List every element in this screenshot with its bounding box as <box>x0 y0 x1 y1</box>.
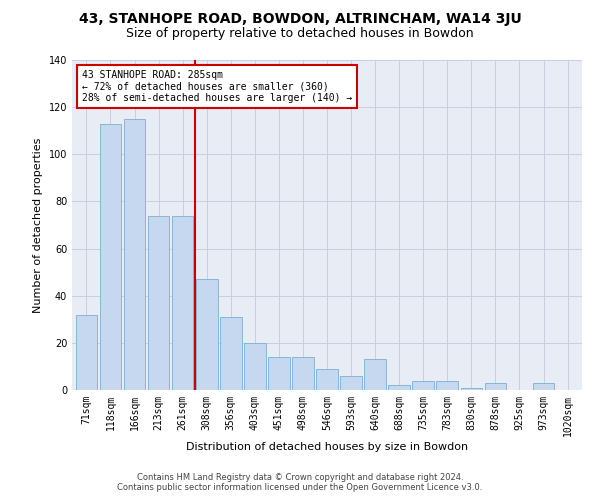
Text: Contains public sector information licensed under the Open Government Licence v3: Contains public sector information licen… <box>118 482 482 492</box>
Bar <box>196 279 218 390</box>
Bar <box>76 314 97 390</box>
Bar <box>220 317 242 390</box>
Bar <box>388 386 410 390</box>
Bar <box>292 357 314 390</box>
Text: 43, STANHOPE ROAD, BOWDON, ALTRINCHAM, WA14 3JU: 43, STANHOPE ROAD, BOWDON, ALTRINCHAM, W… <box>79 12 521 26</box>
Text: 43 STANHOPE ROAD: 285sqm
← 72% of detached houses are smaller (360)
28% of semi-: 43 STANHOPE ROAD: 285sqm ← 72% of detach… <box>82 70 352 103</box>
Bar <box>533 383 554 390</box>
Bar <box>412 380 434 390</box>
Bar <box>316 369 338 390</box>
Bar <box>485 383 506 390</box>
Bar <box>364 360 386 390</box>
Bar <box>436 380 458 390</box>
Bar <box>148 216 169 390</box>
Text: Contains HM Land Registry data © Crown copyright and database right 2024.: Contains HM Land Registry data © Crown c… <box>137 472 463 482</box>
Bar <box>340 376 362 390</box>
Text: Size of property relative to detached houses in Bowdon: Size of property relative to detached ho… <box>126 28 474 40</box>
Bar <box>268 357 290 390</box>
X-axis label: Distribution of detached houses by size in Bowdon: Distribution of detached houses by size … <box>186 442 468 452</box>
Bar <box>461 388 482 390</box>
Bar <box>172 216 193 390</box>
Bar <box>124 119 145 390</box>
Bar <box>100 124 121 390</box>
Bar <box>244 343 266 390</box>
Y-axis label: Number of detached properties: Number of detached properties <box>33 138 43 312</box>
